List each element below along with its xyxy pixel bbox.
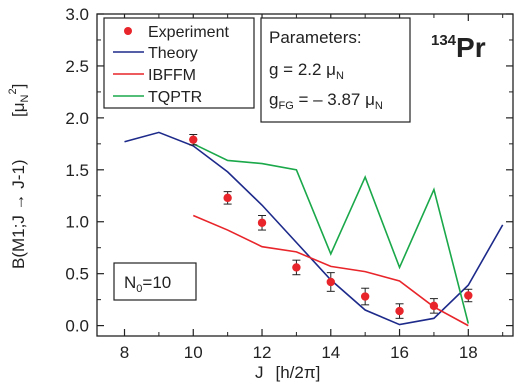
experiment-point <box>257 218 267 227</box>
legend-experiment-marker <box>124 27 132 35</box>
y-axis-unit: [μN2] <box>7 84 31 117</box>
legend-theory-label: Theory <box>148 45 198 62</box>
x-tick-label: 8 <box>120 343 129 362</box>
legend-tqptr-label: TQPTR <box>148 89 202 106</box>
n0-box: N0=10 <box>113 262 197 301</box>
plot-frame <box>96 13 514 337</box>
n0-frame <box>113 262 197 301</box>
y-tick-label: 2.5 <box>65 57 89 76</box>
experiment-point <box>189 135 198 144</box>
parameters-frame <box>260 17 411 123</box>
parameters-box: Parameters: g = 2.2 μN gFG = – 3.87 μN <box>260 17 411 123</box>
legend-experiment-label: Experiment <box>148 24 229 41</box>
experiment-point <box>292 263 301 272</box>
y-tick-label: 0.5 <box>65 265 89 284</box>
legend: Experiment Theory IBFFM TQPTR <box>103 17 255 109</box>
x-axis-title: J [h/2π] <box>255 363 320 382</box>
experiment-point <box>464 291 473 300</box>
x-tick-label: 14 <box>321 343 340 362</box>
experiment-point <box>223 193 232 203</box>
parameter-g: g = 2.2 μN <box>269 60 344 82</box>
experiment-point <box>395 306 404 316</box>
y-tick-label: 0.0 <box>65 317 89 336</box>
legend-ibffm-label: IBFFM <box>148 67 196 84</box>
x-tick-label: 18 <box>459 343 478 362</box>
series-line-ibffm <box>192 214 469 327</box>
n0-label: N0=10 <box>124 273 171 295</box>
experiment-point <box>326 277 335 287</box>
experiment-point <box>429 301 439 311</box>
series-line-tqptr <box>192 143 470 324</box>
series-line-theory <box>124 131 504 326</box>
y-tick-label: 1.0 <box>65 213 89 232</box>
experiment-point <box>360 292 370 301</box>
parameters-title: Parameters: <box>269 28 362 47</box>
x-tick-label: 10 <box>184 343 203 362</box>
series-layer <box>124 131 504 327</box>
parameter-gfg: gFG = – 3.87 μN <box>269 90 383 112</box>
y-tick-label: 1.5 <box>65 161 89 180</box>
y-tick-label: 3.0 <box>65 5 89 24</box>
y-axis-title: B(M1;J → J-1) <box>9 159 28 269</box>
nucleus-label: 134Pr <box>431 32 486 63</box>
x-tick-label: 12 <box>253 343 272 362</box>
x-tick-label: 16 <box>390 343 409 362</box>
y-tick-label: 2.0 <box>65 109 89 128</box>
